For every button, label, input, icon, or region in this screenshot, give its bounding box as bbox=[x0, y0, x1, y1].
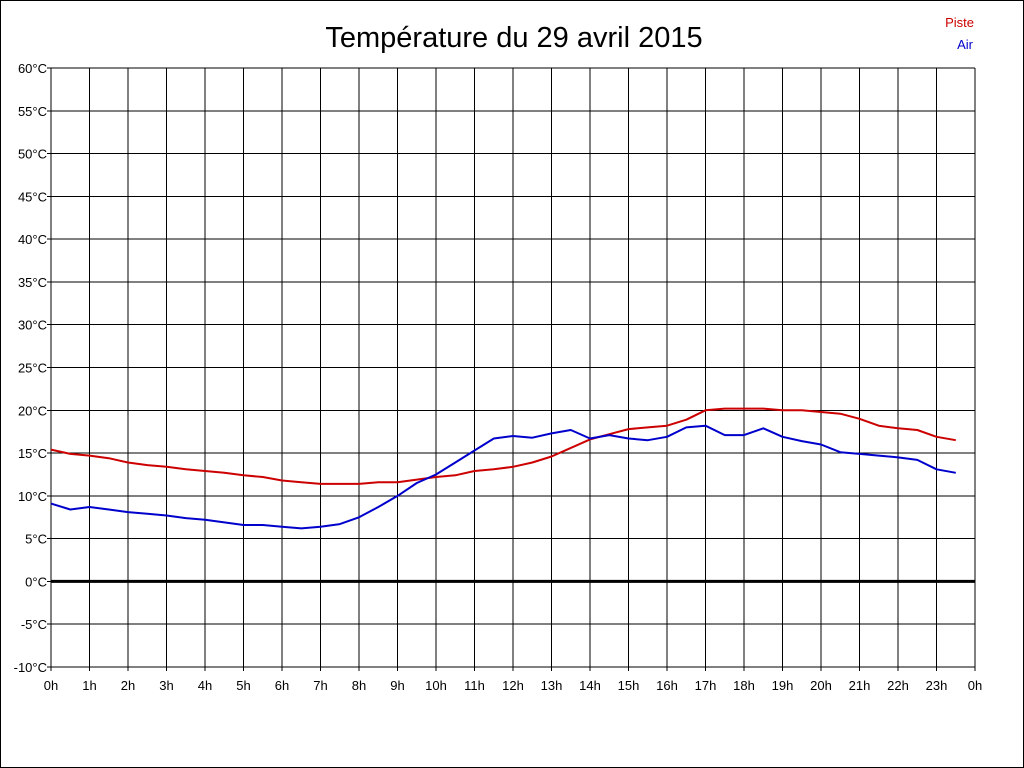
x-tick-label: 4h bbox=[198, 678, 212, 693]
y-tick-label: 5°C bbox=[25, 532, 47, 547]
legend-entry-piste: Piste bbox=[945, 15, 974, 30]
x-tick-label: 7h bbox=[313, 678, 327, 693]
x-tick-label: 20h bbox=[810, 678, 832, 693]
x-tick-label: 1h bbox=[82, 678, 96, 693]
x-tick-label: 9h bbox=[390, 678, 404, 693]
y-tick-label: 40°C bbox=[18, 232, 47, 247]
x-tick-label: 3h bbox=[159, 678, 173, 693]
x-tick-label: 16h bbox=[656, 678, 678, 693]
y-tick-label: -5°C bbox=[21, 617, 47, 632]
series-line-piste bbox=[50, 407, 956, 485]
chart-title: Température du 29 avril 2015 bbox=[325, 22, 702, 54]
y-tick-label: 20°C bbox=[18, 403, 47, 418]
x-tick-label: 14h bbox=[579, 678, 601, 693]
x-tick-label: 0h bbox=[44, 678, 58, 693]
y-tick-label: 15°C bbox=[18, 446, 47, 461]
x-tick-label: 23h bbox=[926, 678, 948, 693]
legend-entry-air: Air bbox=[957, 37, 974, 52]
y-tick-label: 0°C bbox=[25, 574, 47, 589]
x-axis-tick-labels: 0h 1h 2h 3h 4h 5h 6h 7h 8h 9h 10h 11h 12h 13h 14h 15h 16… bbox=[44, 678, 982, 693]
y-tick-label: 25°C bbox=[18, 361, 47, 376]
y-tick-label: 55°C bbox=[18, 104, 47, 119]
x-tick-label: 15h bbox=[618, 678, 640, 693]
series-line-air bbox=[50, 424, 956, 530]
series-lines bbox=[50, 407, 956, 530]
x-tick-label: 17h bbox=[695, 678, 717, 693]
y-tick-label: 45°C bbox=[18, 189, 47, 204]
y-axis-tick-labels: 60°C 55°C 50°C 45°C 40°C 35°C 30°C 25°C 20°C 15°C… bbox=[14, 61, 47, 675]
y-tick-label: 50°C bbox=[18, 147, 47, 162]
x-tick-label: 5h bbox=[236, 678, 250, 693]
x-tick-label: 18h bbox=[733, 678, 755, 693]
x-tick-label: 12h bbox=[502, 678, 524, 693]
x-tick-label: 0h bbox=[968, 678, 982, 693]
x-tick-label: 2h bbox=[121, 678, 135, 693]
x-tick-label: 10h bbox=[425, 678, 447, 693]
y-tick-label: 35°C bbox=[18, 275, 47, 290]
y-tick-label: 60°C bbox=[18, 61, 47, 76]
x-tick-label: 22h bbox=[887, 678, 909, 693]
y-tick-label: -10°C bbox=[14, 660, 47, 675]
x-tick-label: 8h bbox=[352, 678, 366, 693]
x-tick-label: 21h bbox=[849, 678, 871, 693]
x-tick-label: 19h bbox=[772, 678, 794, 693]
x-tick-label: 13h bbox=[541, 678, 563, 693]
x-tick-label: 11h bbox=[464, 678, 485, 693]
y-tick-label: 30°C bbox=[18, 318, 47, 333]
y-tick-label: 10°C bbox=[18, 489, 47, 504]
grid bbox=[47, 67, 976, 671]
x-tick-label: 6h bbox=[275, 678, 289, 693]
